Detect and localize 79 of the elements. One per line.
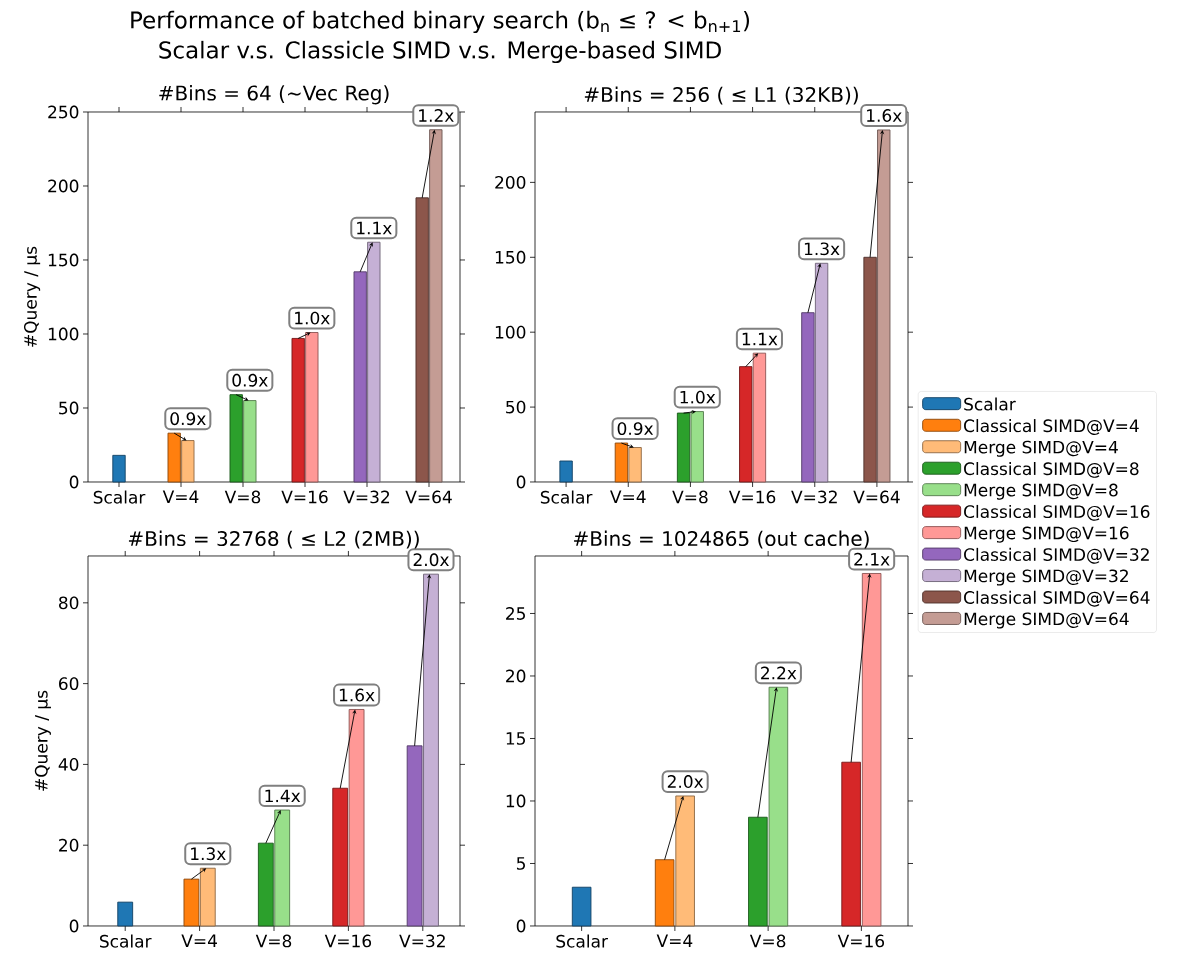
annotation: 0.9x <box>170 412 206 426</box>
y-tick-label: 50 <box>59 401 79 415</box>
y-tick-label: 0 <box>69 475 79 489</box>
x-tick-label: V=4 <box>610 490 646 503</box>
y-tick-label: 0 <box>516 475 526 489</box>
annotation: 1.3x <box>191 847 226 861</box>
chart-title: Performance of batched binary search (b$_{n}$ ≤ ? < b$_{n+1}$) <box>131 10 750 34</box>
x-tick-label: V=64 <box>853 490 900 504</box>
x-tick-label: V=32 <box>343 490 390 504</box>
annotation: 1.6x <box>867 109 902 122</box>
legend-label: Merge SIMD@V=64 <box>964 612 1129 629</box>
x-tick-label: Scalar <box>93 490 146 504</box>
y-axis-title: #Query / μs <box>34 690 51 791</box>
legend-label: Classical SIMD@V=32 <box>964 547 1149 564</box>
legend-label: Classical SIMD@V=16 <box>964 504 1150 521</box>
x-tick-label: V=4 <box>162 490 199 503</box>
annotation: 0.9x <box>232 373 268 387</box>
x-tick-label: V=64 <box>405 490 452 504</box>
x-tick-label: V=8 <box>224 490 261 504</box>
chart-title: #Bins = 1024865 (out cache) <box>574 530 869 549</box>
annotation: 2.2x <box>761 666 797 680</box>
annotation: 1.0x <box>680 390 716 404</box>
x-tick-label: V=16 <box>281 490 328 504</box>
x-tick-label: V=16 <box>837 934 885 948</box>
y-tick-label: 0 <box>516 919 526 933</box>
legend-label: Merge SIMD@V=16 <box>964 526 1129 543</box>
annotation: 1.4x <box>265 789 301 803</box>
annotation: 0.9x <box>617 422 654 436</box>
legend-label: Merge SIMD@V=4 <box>964 440 1118 457</box>
annotation: 1.2x <box>419 109 454 122</box>
y-tick-label: 150 <box>495 250 526 264</box>
chart-title: #Bins = 32768 ( ≤ L2 (2MB)) <box>128 530 419 549</box>
x-tick-label: V=8 <box>672 490 708 504</box>
annotation: 1.1x <box>357 221 392 235</box>
x-tick-label: Scalar <box>556 934 608 948</box>
legend-label: Scalar <box>964 397 1016 411</box>
y-tick-label: 25 <box>506 607 525 620</box>
annotation: 2.0x <box>667 775 704 788</box>
y-axis-title: #Query / μs <box>24 246 41 347</box>
legend-label: Classical SIMD@V=8 <box>964 461 1139 478</box>
y-tick-label: 40 <box>58 757 79 771</box>
y-tick-label: 100 <box>48 327 79 341</box>
y-tick-label: 5 <box>516 857 525 870</box>
x-tick-label: Scalar <box>540 490 593 504</box>
y-tick-label: 80 <box>59 596 79 610</box>
legend-label: Classical SIMD@V=4 <box>964 419 1139 435</box>
chart-title: #Bins = 256 ( ≤ L1 (32KB)) <box>584 86 858 105</box>
y-tick-label: 200 <box>495 175 526 189</box>
x-tick-label: V=4 <box>656 934 693 947</box>
legend-label: Classical SIMD@V=64 <box>964 590 1150 607</box>
x-tick-label: V=8 <box>255 934 292 948</box>
x-tick-label: V=8 <box>749 934 786 948</box>
annotation: 2.0x <box>413 553 449 567</box>
y-tick-label: 100 <box>495 325 526 339</box>
x-tick-label: V=32 <box>399 934 445 948</box>
annotation: 1.1x <box>742 332 778 346</box>
x-tick-label: V=4 <box>181 934 217 947</box>
annotation: 1.3x <box>804 242 840 256</box>
y-tick-label: 20 <box>59 838 79 852</box>
x-tick-label: V=32 <box>791 490 837 504</box>
y-tick-label: 150 <box>48 253 79 267</box>
legend-label: Merge SIMD@V=8 <box>964 483 1118 500</box>
text: #Bins = 64 (~Vec Reg) <box>159 85 389 105</box>
annotation: 2.1x <box>854 552 890 566</box>
y-tick-label: 20 <box>506 669 526 683</box>
annotation: 1.6x <box>339 688 375 702</box>
y-tick-label: 50 <box>506 400 526 414</box>
x-tick-label: V=16 <box>324 934 372 948</box>
x-tick-label: V=16 <box>728 490 776 504</box>
legend-label: Merge SIMD@V=32 <box>964 569 1128 586</box>
y-tick-label: 60 <box>59 677 79 691</box>
annotation: 1.0x <box>295 311 330 325</box>
chart-subtitle: Scalar v.s. Classicle SIMD v.s. Merge-based SIMD <box>159 40 721 64</box>
x-tick-label: Scalar <box>99 934 152 948</box>
y-tick-label: 15 <box>506 732 525 745</box>
y-tick-label: 250 <box>48 105 79 119</box>
y-tick-label: 200 <box>48 179 79 193</box>
y-tick-label: 0 <box>69 919 79 933</box>
y-tick-label: 10 <box>506 794 526 808</box>
